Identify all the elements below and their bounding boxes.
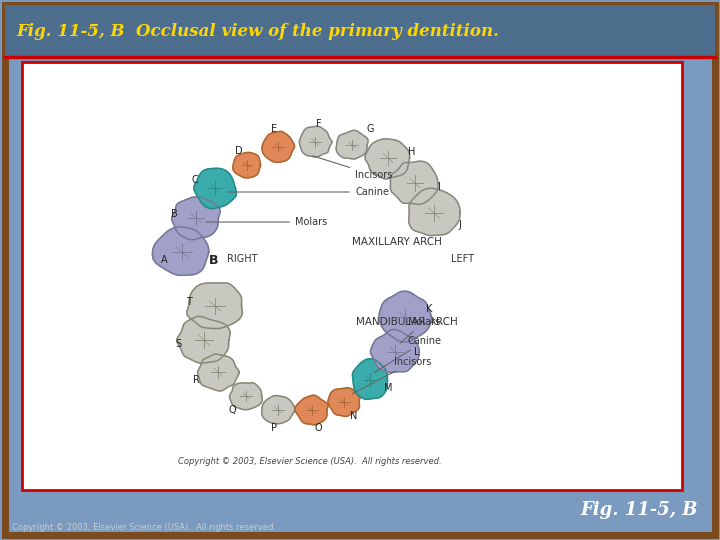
FancyBboxPatch shape — [22, 62, 682, 490]
Polygon shape — [262, 131, 294, 163]
Polygon shape — [328, 388, 360, 416]
Polygon shape — [371, 329, 419, 373]
Text: Molars: Molars — [206, 217, 328, 227]
Polygon shape — [409, 188, 460, 235]
Text: E: E — [271, 124, 277, 134]
Polygon shape — [295, 395, 328, 425]
Polygon shape — [336, 130, 368, 159]
Text: K: K — [426, 304, 432, 314]
Text: L: L — [414, 347, 420, 357]
Text: D: D — [235, 146, 243, 156]
Text: Fig. 11-5, B  Occlusal view of the primary dentition.: Fig. 11-5, B Occlusal view of the primar… — [16, 23, 499, 39]
Polygon shape — [153, 227, 209, 275]
Text: Canine: Canine — [228, 187, 389, 197]
Text: R: R — [192, 375, 199, 385]
Polygon shape — [171, 197, 220, 240]
Text: N: N — [351, 411, 358, 421]
Text: C: C — [192, 175, 199, 185]
Text: Copyright © 2003, Elsevier Science (USA).  All rights reserved.: Copyright © 2003, Elsevier Science (USA)… — [178, 457, 442, 467]
Polygon shape — [262, 396, 294, 424]
Text: Molars: Molars — [400, 317, 440, 343]
Text: P: P — [271, 423, 277, 433]
Text: T: T — [186, 297, 192, 307]
Text: Canine: Canine — [374, 336, 442, 373]
Polygon shape — [300, 126, 332, 157]
Text: O: O — [314, 423, 322, 433]
Text: MANDIBULAR ARCH: MANDIBULAR ARCH — [356, 317, 458, 327]
Text: I: I — [438, 182, 441, 192]
Polygon shape — [390, 161, 438, 204]
Polygon shape — [353, 359, 387, 399]
Polygon shape — [177, 316, 230, 363]
Polygon shape — [230, 383, 262, 410]
Text: H: H — [408, 147, 415, 157]
Polygon shape — [186, 283, 243, 329]
Text: LEFT: LEFT — [451, 254, 474, 264]
Polygon shape — [194, 168, 236, 208]
Text: RIGHT: RIGHT — [227, 254, 257, 264]
Polygon shape — [198, 354, 239, 391]
Text: M: M — [384, 383, 392, 393]
Text: Incisors: Incisors — [312, 156, 392, 180]
Polygon shape — [233, 152, 261, 178]
Text: Copyright © 2003, Elsevier Science (USA).  All rights reserved.: Copyright © 2003, Elsevier Science (USA)… — [12, 523, 276, 532]
Text: S: S — [175, 339, 181, 349]
Polygon shape — [379, 291, 431, 342]
Text: F: F — [316, 119, 322, 129]
Text: Fig. 11-5, B: Fig. 11-5, B — [580, 501, 698, 519]
Text: G: G — [366, 124, 374, 134]
Text: J: J — [459, 220, 462, 230]
FancyBboxPatch shape — [5, 5, 715, 57]
Text: Incisors: Incisors — [353, 357, 431, 394]
Text: Q: Q — [228, 405, 236, 415]
Text: A: A — [161, 255, 167, 265]
Text: MAXILLARY ARCH: MAXILLARY ARCH — [352, 237, 442, 247]
Text: B: B — [210, 254, 219, 267]
Polygon shape — [365, 139, 410, 179]
Text: B: B — [171, 209, 177, 219]
